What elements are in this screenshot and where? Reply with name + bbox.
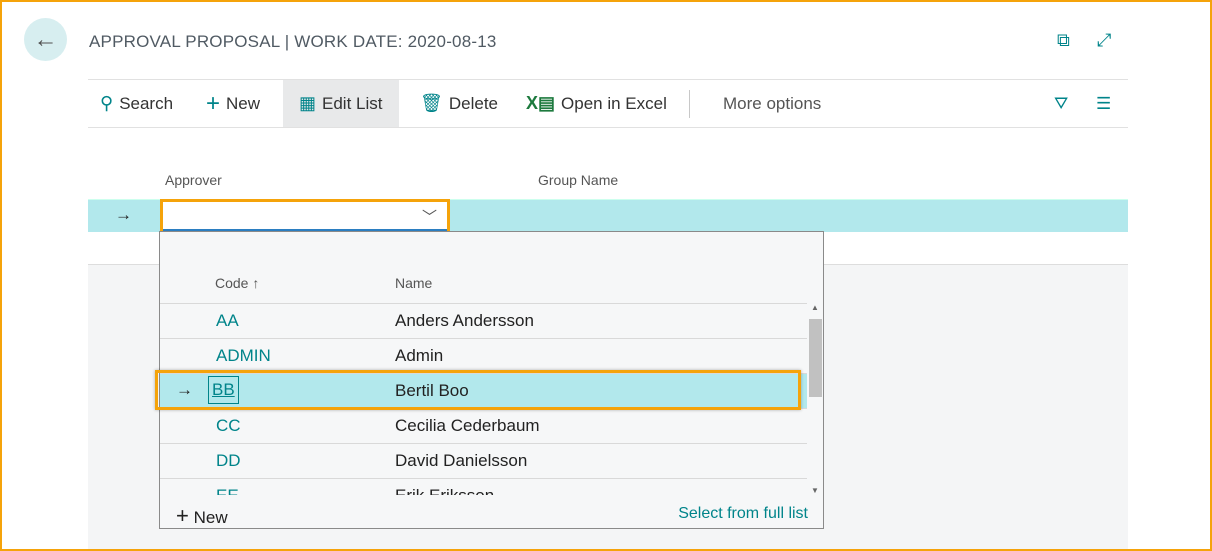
list-item[interactable]: ADMIN Admin xyxy=(160,338,807,373)
item-code[interactable]: BB xyxy=(208,376,239,404)
list-item[interactable]: AA Anders Andersson xyxy=(160,303,807,338)
new-entry-button[interactable]: + New xyxy=(176,503,228,528)
scroll-up-icon[interactable]: ▲ xyxy=(811,303,819,312)
item-code[interactable]: EE xyxy=(216,486,239,495)
column-header-approver[interactable]: Approver xyxy=(165,172,222,188)
chevron-down-icon[interactable]: ﹀ xyxy=(421,209,437,226)
item-code[interactable]: CC xyxy=(216,416,241,435)
action-bar: ⚲ Search + New ▦ Edit List 🗑 Delete X▤ Open i… xyxy=(88,79,1128,128)
item-code[interactable]: AA xyxy=(216,311,239,330)
more-options-button[interactable]: More options xyxy=(723,93,822,113)
approver-input[interactable]: ﹀ xyxy=(160,199,450,234)
item-name: Bertil Boo xyxy=(395,381,469,400)
select-from-full-list-link[interactable]: Select from full list xyxy=(678,505,808,522)
item-code[interactable]: ADMIN xyxy=(216,346,271,365)
trash-icon: 🗑 xyxy=(420,93,443,113)
item-name: Cecilia Cederbaum xyxy=(395,416,540,435)
row-arrow-icon: → xyxy=(115,205,132,224)
column-header-code[interactable]: Code ↑ xyxy=(215,275,260,291)
excel-icon: X▤ xyxy=(526,93,556,113)
edit-list-icon: ▦ xyxy=(299,93,317,113)
item-name: Erik Eriksson xyxy=(395,486,494,495)
item-name: Anders Andersson xyxy=(395,311,534,330)
list-item[interactable]: DD David Danielsson xyxy=(160,443,807,478)
selected-row-highlight xyxy=(155,370,801,410)
list-item[interactable]: → BB Bertil Boo xyxy=(160,373,807,408)
search-icon: ⚲ xyxy=(100,93,114,113)
scrollbar-thumb[interactable] xyxy=(809,319,822,397)
sort-ascending-icon: ↑ xyxy=(252,275,260,291)
page-title: APPROVAL PROPOSAL | WORK DATE: 2020-08-1… xyxy=(89,32,497,51)
filter-icon[interactable]: ⛛ xyxy=(1054,93,1069,113)
lookup-list: AA Anders Andersson ADMIN Admin → BB Bertil Bo… xyxy=(160,303,807,495)
list-view-icon[interactable]: ☰ xyxy=(1096,93,1112,113)
list-item[interactable]: EE Erik Eriksson xyxy=(160,478,807,495)
item-name: David Danielsson xyxy=(395,451,528,470)
list-item[interactable]: CC Cecilia Cederbaum xyxy=(160,408,807,443)
plus-icon: + xyxy=(176,503,189,528)
row-arrow-icon: → xyxy=(176,380,193,399)
divider xyxy=(689,90,690,118)
search-button[interactable]: ⚲ Search xyxy=(100,93,174,113)
new-button[interactable]: + New xyxy=(206,89,261,117)
plus-icon: + xyxy=(206,89,221,117)
back-button[interactable]: ← xyxy=(24,18,67,61)
expand-icon[interactable]: ⤢ xyxy=(1097,30,1112,50)
scrollbar[interactable]: ▲ ▼ xyxy=(808,303,823,495)
delete-button[interactable]: 🗑 Delete xyxy=(420,93,498,113)
edit-list-button[interactable]: ▦ Edit List xyxy=(283,80,399,127)
arrow-left-icon: ← xyxy=(33,25,58,53)
item-name: Admin xyxy=(395,346,444,365)
column-header-name[interactable]: Name xyxy=(395,275,433,291)
column-header-group-name[interactable]: Group Name xyxy=(538,172,619,188)
open-in-new-window-icon[interactable]: ⧉ xyxy=(1057,30,1070,50)
approver-lookup-dropdown: Code ↑ Name AA Anders Andersson ADMIN Admin… xyxy=(155,231,824,529)
scroll-down-icon[interactable]: ▼ xyxy=(811,486,819,495)
item-code[interactable]: DD xyxy=(216,451,241,470)
open-in-excel-button[interactable]: X▤ Open in Excel xyxy=(526,93,667,113)
